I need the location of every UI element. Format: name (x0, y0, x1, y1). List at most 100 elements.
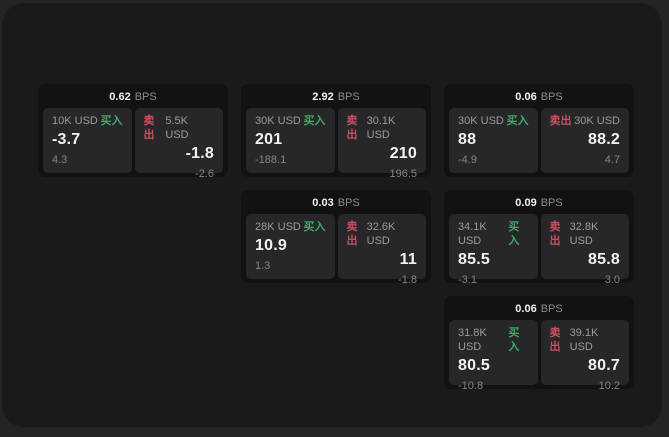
buy-sub-value: -4.9 (458, 154, 477, 166)
bps-unit-label: BPS (337, 90, 360, 103)
buy-amount: 30K USD (255, 115, 301, 127)
buy-panel[interactable]: 30K USD 买入 201 -188.1 (246, 108, 335, 173)
sell-panel[interactable]: 卖出 32.6K USD 11 -1.8 (337, 214, 426, 286)
sell-side-label: 卖出 (549, 115, 572, 127)
sell-sub-value: 10.2 (598, 380, 620, 392)
sell-amount: 39.1K USD (569, 327, 599, 353)
buy-panel[interactable]: 31.8K USD 买入 80.5 -10.8 (449, 320, 538, 392)
sell-panel[interactable]: 卖出 5.5K USD -1.8 -2.6 (134, 108, 223, 180)
quote-panels: 30K USD 买入 88 -4.9 卖出 30K USD 88.2 4.7 (449, 108, 629, 173)
buy-label-row: 30K USD 买入 (255, 114, 326, 128)
bps-header: 0.06 BPS (449, 296, 629, 320)
sell-side-label: 卖出 (549, 327, 561, 353)
sell-panel[interactable]: 卖出 32.8K USD 85.8 3.0 (540, 214, 629, 286)
quote-panels: 34.1K USD 买入 85.5 -3.1 卖出 32.8K USD 85.8… (449, 214, 629, 286)
buy-price: 201 (255, 131, 283, 148)
sell-label-row: 卖出 32.8K USD (550, 220, 621, 248)
buy-panel[interactable]: 28K USD 买入 10.9 1.3 (246, 214, 335, 279)
buy-label-row: 30K USD 买入 (458, 114, 529, 128)
sell-side-label: 卖出 (549, 221, 561, 247)
buy-side-label: 买入 (303, 115, 326, 127)
quote-card: 0.06 BPS 31.8K USD 买入 80.5 -10.8 卖出 39.1… (444, 296, 634, 392)
sell-price: -1.8 (185, 145, 214, 162)
buy-sub-value: -3.1 (458, 274, 477, 286)
bps-header: 2.92 BPS (246, 84, 426, 108)
bps-value: 0.06 (515, 90, 537, 103)
buy-sub-value: -10.8 (458, 380, 484, 392)
quote-panels: 30K USD 买入 201 -188.1 卖出 30.1K USD 210 1… (246, 108, 426, 180)
bps-value: 0.03 (312, 196, 334, 209)
quotes-grid: 0.62 BPS 10K USD 买入 -3.7 4.3 卖出 5.5K USD (38, 84, 634, 392)
buy-price: -3.7 (52, 131, 81, 148)
sell-amount: 32.6K USD (366, 221, 396, 247)
buy-side-label: 买入 (508, 221, 520, 247)
buy-panel[interactable]: 30K USD 买入 88 -4.9 (449, 108, 538, 173)
sell-sub-value: 196.5 (389, 168, 417, 180)
bps-header: 0.09 BPS (449, 190, 629, 214)
main-panel: 0.62 BPS 10K USD 买入 -3.7 4.3 卖出 5.5K USD (2, 3, 662, 427)
sell-amount: 30K USD (574, 115, 620, 127)
bps-unit-label: BPS (540, 302, 563, 315)
sell-panel[interactable]: 卖出 30.1K USD 210 196.5 (337, 108, 426, 180)
buy-side-label: 买入 (303, 221, 326, 233)
sell-sub-value: 3.0 (604, 274, 620, 286)
sell-side-label: 卖出 (143, 115, 155, 141)
sell-sub-value: 4.7 (604, 154, 620, 166)
sell-label-row: 卖出 5.5K USD (144, 114, 215, 142)
buy-amount: 34.1K USD (458, 221, 487, 247)
buy-side-label: 买入 (508, 327, 520, 353)
sell-price: 88.2 (588, 131, 620, 148)
quote-panels: 28K USD 买入 10.9 1.3 卖出 32.6K USD 11 -1.8 (246, 214, 426, 286)
quote-card: 0.62 BPS 10K USD 买入 -3.7 4.3 卖出 5.5K USD (38, 84, 228, 180)
buy-side-label: 买入 (506, 115, 529, 127)
buy-price: 10.9 (255, 237, 287, 254)
sell-label-row: 卖出 30K USD (550, 114, 621, 128)
bps-unit-label: BPS (540, 196, 563, 209)
buy-panel[interactable]: 34.1K USD 买入 85.5 -3.1 (449, 214, 538, 286)
buy-price: 85.5 (458, 251, 490, 268)
quote-panels: 10K USD 买入 -3.7 4.3 卖出 5.5K USD -1.8 -2.… (43, 108, 223, 180)
sell-sub-value: -2.6 (195, 168, 214, 180)
buy-amount: 31.8K USD (458, 327, 487, 353)
buy-side-label: 买入 (100, 115, 123, 127)
buy-panel[interactable]: 10K USD 买入 -3.7 4.3 (43, 108, 132, 173)
bps-value: 0.06 (515, 302, 537, 315)
buy-amount: 28K USD (255, 221, 301, 233)
quote-card: 0.03 BPS 28K USD 买入 10.9 1.3 卖出 32.6K US… (241, 190, 431, 286)
sell-price: 80.7 (588, 357, 620, 374)
bps-header: 0.06 BPS (449, 84, 629, 108)
buy-amount: 30K USD (458, 115, 504, 127)
buy-sub-value: 4.3 (52, 154, 68, 166)
sell-side-label: 卖出 (346, 115, 358, 141)
sell-amount: 5.5K USD (165, 115, 189, 141)
sell-label-row: 卖出 32.6K USD (347, 220, 418, 248)
sell-sub-value: -1.8 (398, 274, 417, 286)
sell-label-row: 卖出 30.1K USD (347, 114, 418, 142)
quote-panels: 31.8K USD 买入 80.5 -10.8 卖出 39.1K USD 80.… (449, 320, 629, 392)
sell-amount: 32.8K USD (569, 221, 599, 247)
sell-panel[interactable]: 卖出 30K USD 88.2 4.7 (540, 108, 629, 173)
bps-unit-label: BPS (134, 90, 157, 103)
quote-card: 2.92 BPS 30K USD 买入 201 -188.1 卖出 30.1K … (241, 84, 431, 180)
buy-label-row: 34.1K USD 买入 (458, 220, 529, 248)
buy-price: 88 (458, 131, 477, 148)
quote-card: 0.06 BPS 30K USD 买入 88 -4.9 卖出 30K USD (444, 84, 634, 177)
bps-unit-label: BPS (540, 90, 563, 103)
sell-side-label: 卖出 (346, 221, 358, 247)
bps-header: 0.62 BPS (43, 84, 223, 108)
buy-label-row: 10K USD 买入 (52, 114, 123, 128)
quote-card: 0.09 BPS 34.1K USD 买入 85.5 -3.1 卖出 32.8K… (444, 190, 634, 286)
sell-price: 210 (389, 145, 417, 162)
bps-value: 0.62 (109, 90, 131, 103)
buy-price: 80.5 (458, 357, 490, 374)
bps-header: 0.03 BPS (246, 190, 426, 214)
sell-price: 85.8 (588, 251, 620, 268)
bps-value: 0.09 (515, 196, 537, 209)
sell-price: 11 (399, 251, 417, 268)
buy-amount: 10K USD (52, 115, 98, 127)
buy-sub-value: 1.3 (255, 260, 271, 272)
buy-sub-value: -188.1 (255, 154, 287, 166)
buy-label-row: 31.8K USD 买入 (458, 326, 529, 354)
sell-panel[interactable]: 卖出 39.1K USD 80.7 10.2 (540, 320, 629, 392)
sell-amount: 30.1K USD (366, 115, 396, 141)
